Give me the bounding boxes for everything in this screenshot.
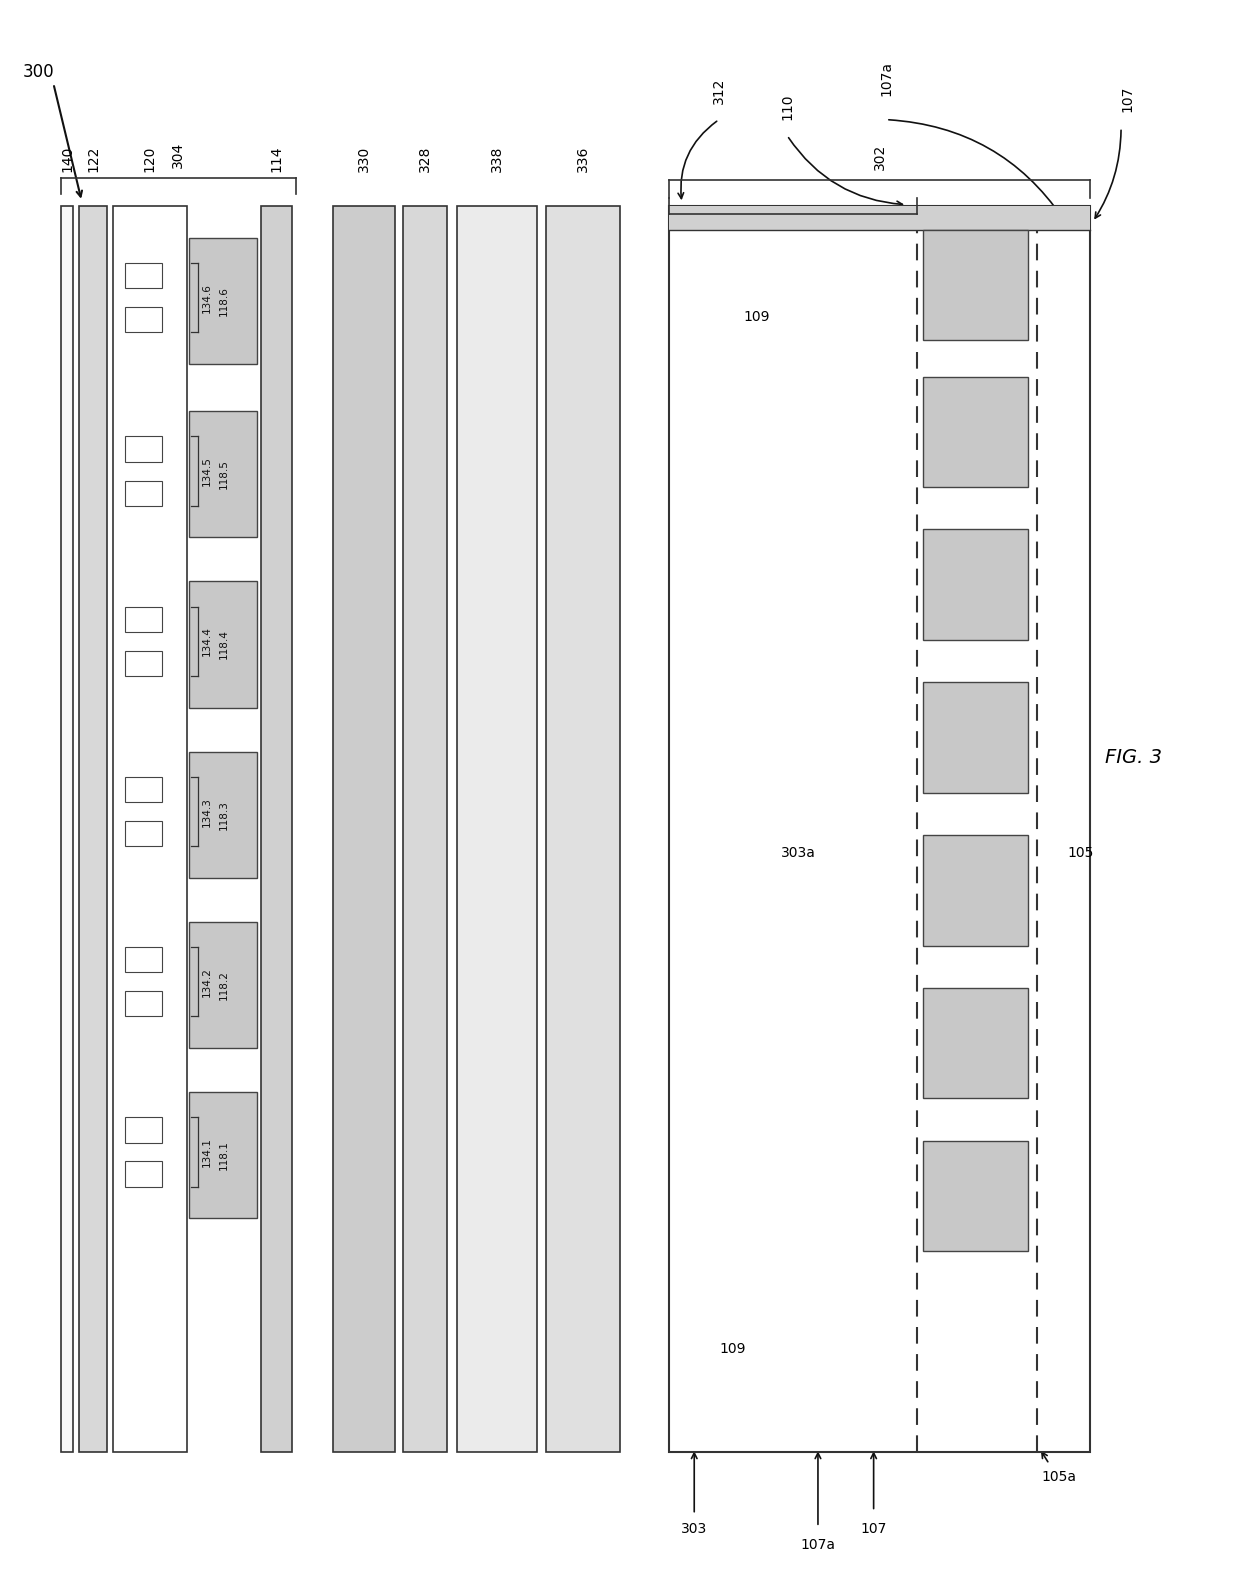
Bar xyxy=(456,207,537,1451)
Text: 118.5: 118.5 xyxy=(218,459,228,489)
Bar xyxy=(334,207,394,1451)
Bar xyxy=(403,207,446,1451)
Bar xyxy=(262,207,293,1451)
Bar xyxy=(125,992,162,1017)
Text: 105: 105 xyxy=(1068,845,1094,859)
Text: 118.2: 118.2 xyxy=(218,970,228,1000)
Bar xyxy=(125,947,162,973)
Bar xyxy=(113,207,187,1451)
Bar xyxy=(125,777,162,802)
Text: 122: 122 xyxy=(86,145,100,172)
Bar xyxy=(125,1162,162,1187)
Text: 118.1: 118.1 xyxy=(218,1140,228,1170)
Bar xyxy=(125,1118,162,1143)
Bar xyxy=(923,529,1028,639)
Text: 134.3: 134.3 xyxy=(202,797,212,826)
Bar xyxy=(125,480,162,505)
Bar xyxy=(923,682,1028,793)
Bar xyxy=(923,231,1028,341)
Text: 134.1: 134.1 xyxy=(202,1137,212,1167)
Bar xyxy=(923,376,1028,486)
Text: 328: 328 xyxy=(418,145,432,172)
Bar xyxy=(403,207,446,1451)
Bar xyxy=(190,922,258,1048)
Bar xyxy=(334,207,394,1451)
Bar xyxy=(456,207,537,1451)
Text: 302: 302 xyxy=(873,144,887,171)
Bar xyxy=(125,651,162,676)
Bar xyxy=(546,207,620,1451)
Bar xyxy=(190,752,258,878)
Bar xyxy=(190,411,258,537)
Bar xyxy=(79,207,107,1451)
Bar xyxy=(670,207,1090,231)
Text: 134.4: 134.4 xyxy=(202,627,212,657)
Text: 330: 330 xyxy=(357,145,371,172)
Text: FIG. 3: FIG. 3 xyxy=(1105,748,1162,767)
Bar xyxy=(262,207,293,1451)
Text: 109: 109 xyxy=(744,309,770,324)
Bar xyxy=(125,436,162,461)
Text: 107a: 107a xyxy=(879,62,893,96)
Text: 303a: 303a xyxy=(781,845,816,859)
Text: 109: 109 xyxy=(719,1342,745,1356)
Bar xyxy=(125,264,162,289)
Bar xyxy=(923,835,1028,946)
Text: 134.5: 134.5 xyxy=(202,456,212,486)
Text: 300: 300 xyxy=(22,63,55,82)
Bar xyxy=(670,207,1090,1451)
Text: 110: 110 xyxy=(780,93,794,120)
Text: 304: 304 xyxy=(171,142,185,169)
Bar xyxy=(61,207,73,1451)
Text: 336: 336 xyxy=(575,145,590,172)
Text: 338: 338 xyxy=(490,145,503,172)
Bar xyxy=(190,1093,258,1219)
Text: 107: 107 xyxy=(1120,85,1135,112)
Text: 118.4: 118.4 xyxy=(218,630,228,660)
Bar xyxy=(923,988,1028,1099)
Text: 134.6: 134.6 xyxy=(202,283,212,313)
Bar xyxy=(546,207,620,1451)
Text: 118.3: 118.3 xyxy=(218,801,228,829)
Text: 118.6: 118.6 xyxy=(218,286,228,316)
Bar xyxy=(113,207,187,1451)
Bar xyxy=(125,606,162,632)
Text: 303: 303 xyxy=(681,1522,707,1536)
Bar xyxy=(61,207,73,1451)
Text: 105a: 105a xyxy=(1042,1470,1076,1484)
Bar xyxy=(125,821,162,846)
Text: 312: 312 xyxy=(712,77,725,104)
Bar xyxy=(190,581,258,707)
Text: 134.2: 134.2 xyxy=(202,966,212,996)
Text: 120: 120 xyxy=(143,145,156,172)
Bar xyxy=(79,207,107,1451)
Bar xyxy=(923,1142,1028,1251)
Bar xyxy=(190,238,258,363)
Text: 107a: 107a xyxy=(801,1538,836,1552)
Text: 107: 107 xyxy=(861,1522,887,1536)
Text: 114: 114 xyxy=(269,145,284,172)
Bar xyxy=(125,308,162,333)
Text: 140: 140 xyxy=(60,145,74,172)
